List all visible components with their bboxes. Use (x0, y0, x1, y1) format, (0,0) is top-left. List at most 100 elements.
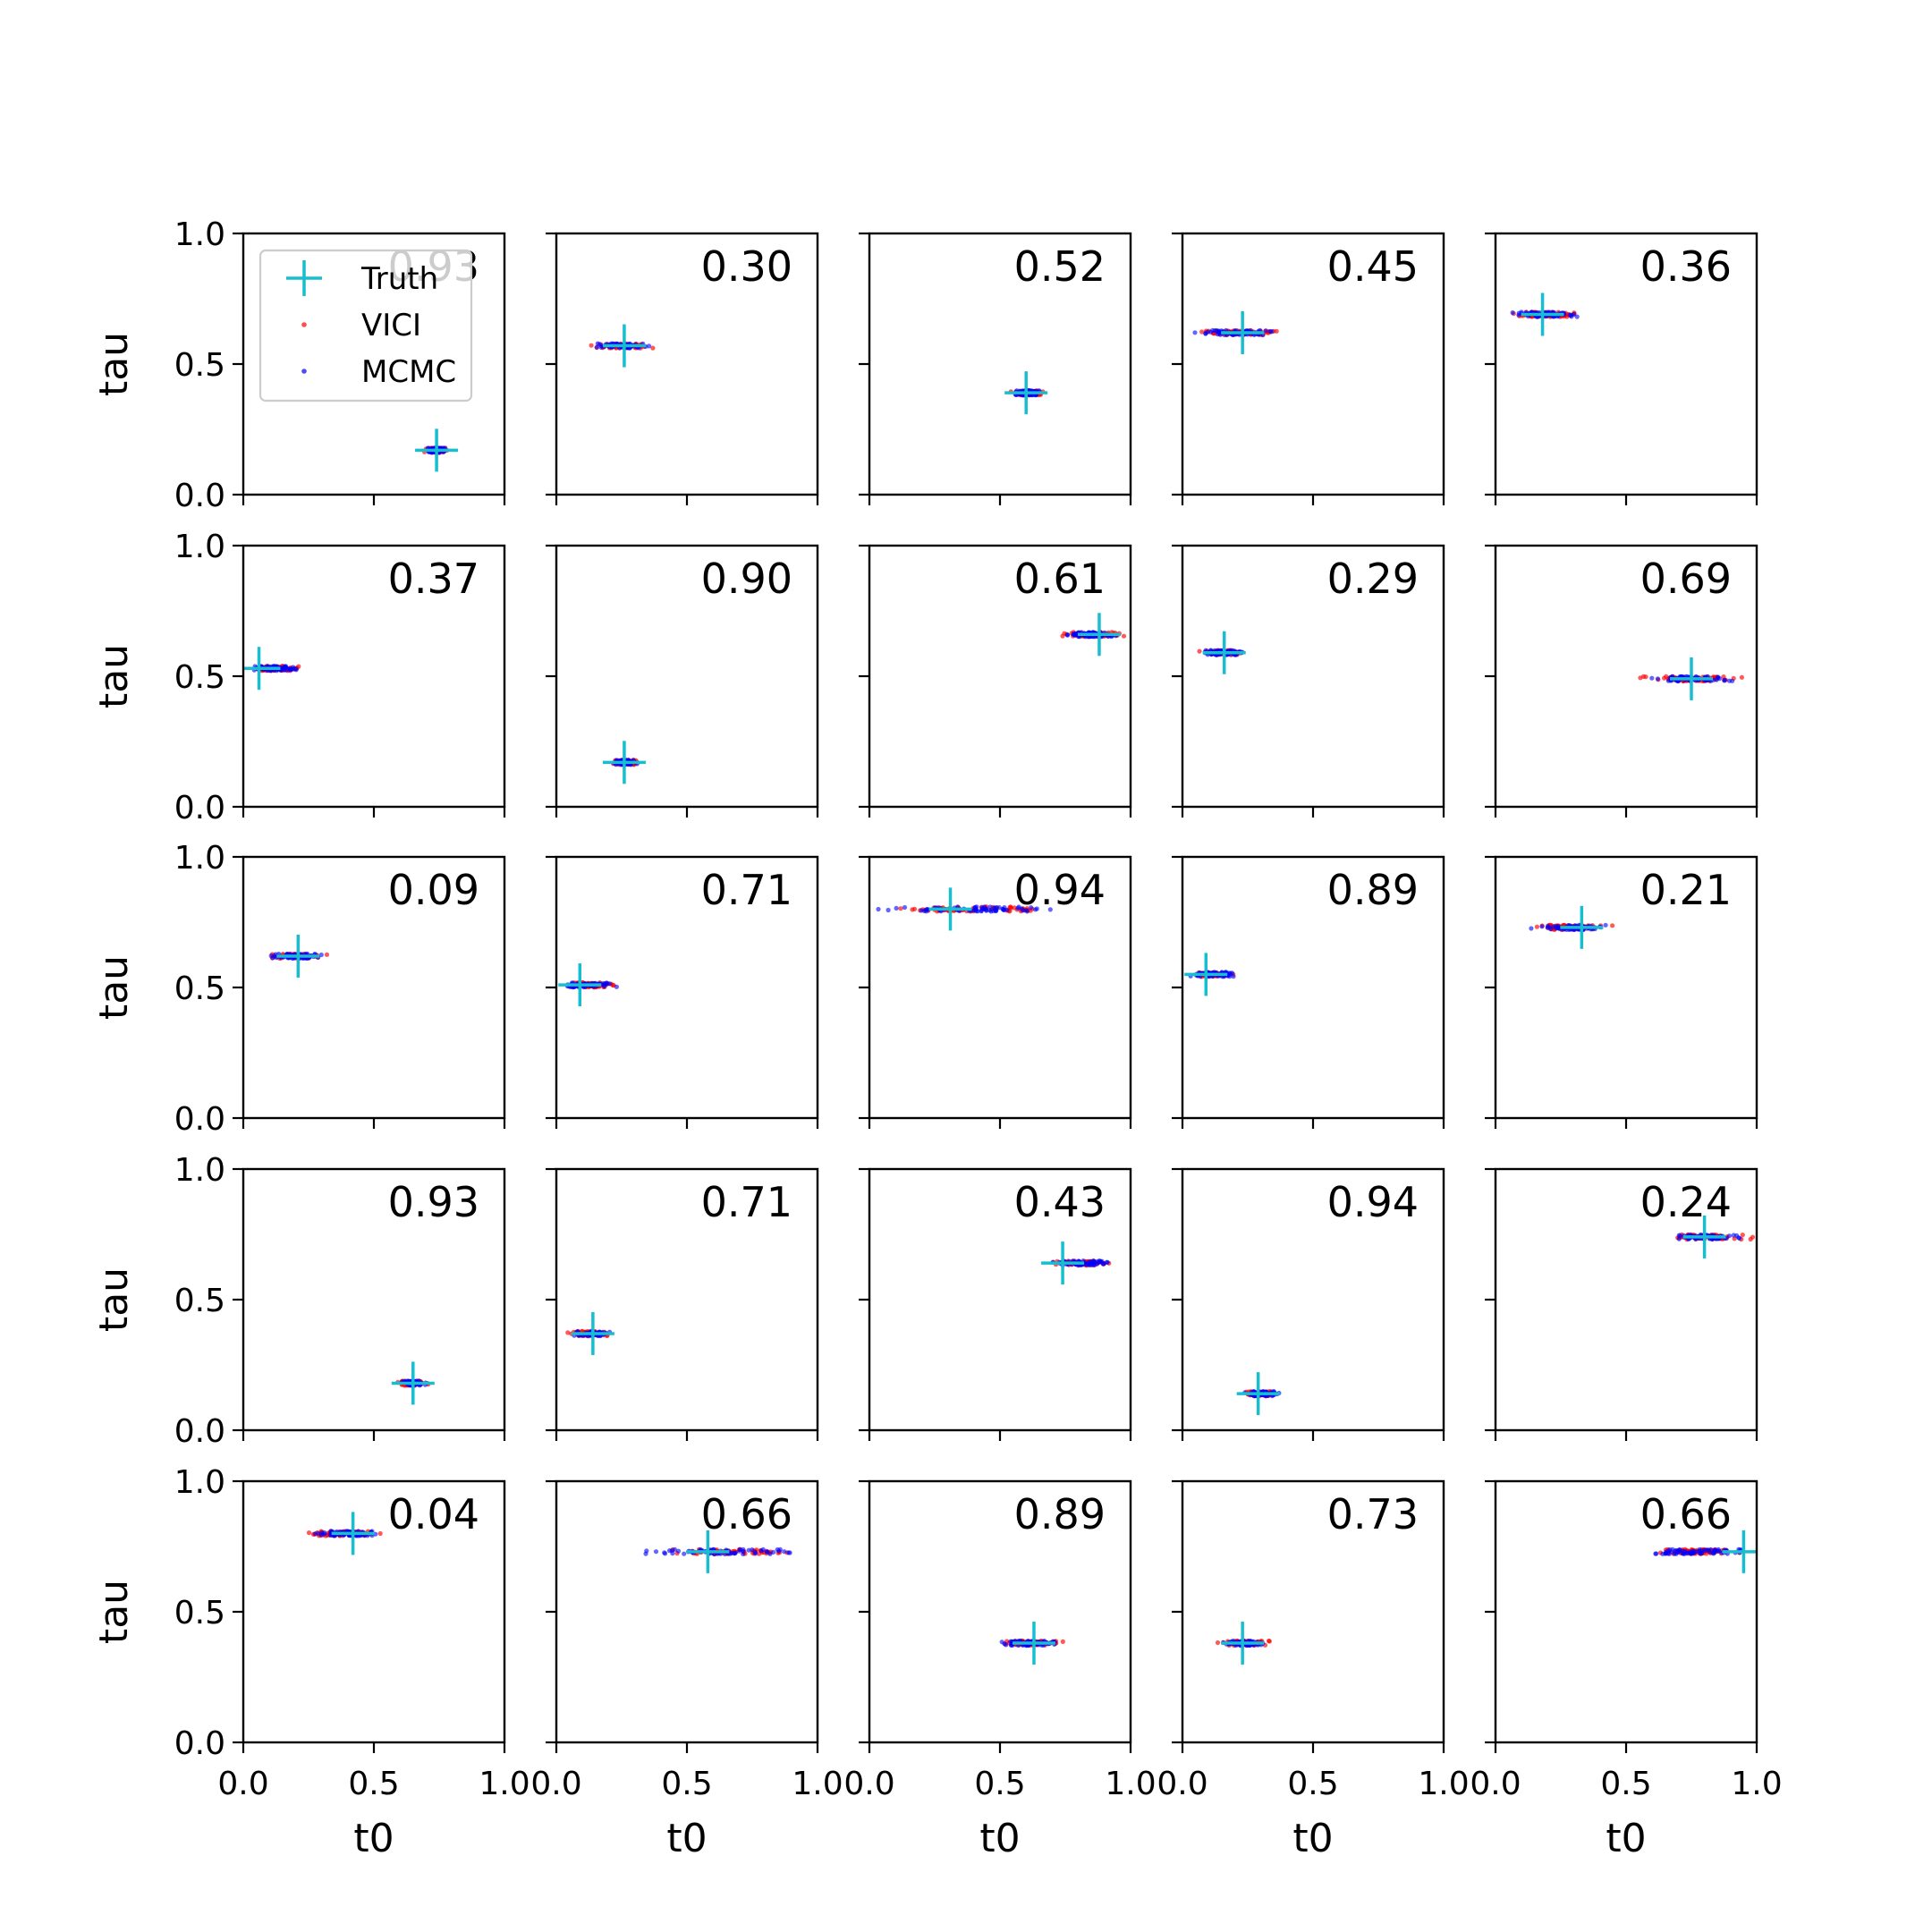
mcmc-sample (1568, 312, 1574, 318)
mcmc-sample (1267, 328, 1273, 335)
plot-area (876, 887, 1053, 931)
score-label: 0.71 (701, 866, 792, 914)
mcmc-sample (737, 1546, 742, 1552)
score-label: 0.04 (388, 1490, 479, 1538)
score-label: 0.89 (1327, 866, 1419, 914)
mcmc-sample (729, 1550, 734, 1555)
x-axis-label: t0 (979, 1816, 1020, 1861)
mcmc-sample (1529, 926, 1534, 931)
panel-25: 0.0 0.5 1.0 t0 0.66 (1470, 1479, 1783, 1861)
panel-23: 0.0 0.5 1.0 t0 0.89 (843, 1479, 1157, 1861)
panel-6: 0.0 0.5 1.0 tau 0.37 (91, 529, 506, 826)
legend-label: VICI (361, 308, 421, 343)
x-tick-label: 1.0 (1731, 1766, 1782, 1802)
vici-sample (306, 1530, 312, 1536)
score-label: 0.37 (388, 555, 479, 603)
plot-area (1041, 1241, 1112, 1285)
mcmc-sample (604, 980, 609, 986)
mcmc-sample (670, 1551, 675, 1556)
vici-sample (1750, 1234, 1756, 1240)
vici-sample (1739, 674, 1744, 680)
x-tick-label: 0.0 (217, 1766, 268, 1802)
y-tick-label: 0.0 (174, 1725, 225, 1762)
mcmc-sample (775, 1546, 780, 1553)
legend: Truth VICI MCMC (258, 249, 473, 402)
x-tick-label: 1.0 (479, 1766, 530, 1802)
panel-15: 0.21 (1485, 855, 1758, 1129)
score-label: 0.71 (701, 1178, 792, 1226)
truth-marker (602, 741, 646, 784)
mcmc-sample (1674, 1551, 1679, 1556)
truth-marker (1682, 1215, 1726, 1258)
panel-18: 0.43 (859, 1167, 1132, 1441)
mcmc-sample (786, 1550, 792, 1555)
mcmc-sample (666, 1548, 673, 1554)
panel-9: 0.29 (1172, 544, 1445, 818)
truth-marker (1236, 1372, 1280, 1416)
score-label: 0.73 (1327, 1490, 1419, 1538)
score-label: 0.93 (388, 1178, 479, 1226)
truth-marker (243, 647, 281, 691)
panel-13: 0.94 (859, 855, 1132, 1129)
x-tick-label: 0.5 (661, 1766, 712, 1802)
mcmc-sample (1722, 677, 1727, 682)
mcmc-sample (782, 1549, 787, 1555)
plot-area (391, 1361, 435, 1405)
mcmc-sample (289, 666, 294, 672)
vici-sample (1060, 1639, 1065, 1644)
mcmc-sample (992, 905, 997, 911)
plot-area (1197, 631, 1246, 674)
legend-entry-vici: VICI (301, 308, 421, 343)
mcmc-sample (1603, 922, 1608, 928)
y-tick-label: 0.5 (174, 659, 225, 696)
mcmc-sample (1203, 331, 1208, 336)
score-label: 0.66 (1640, 1490, 1732, 1538)
mcmc-sample (1000, 906, 1005, 912)
y-tick-label: 0.0 (174, 1101, 225, 1138)
score-label: 0.94 (1327, 1178, 1419, 1226)
mcmc-sample (1105, 1259, 1110, 1265)
plot-area (415, 428, 459, 472)
mcmc-sample (1676, 1236, 1682, 1241)
plot-area (1184, 953, 1236, 996)
plot-area (1529, 905, 1615, 949)
truth-marker (1202, 631, 1246, 674)
legend-entry-mcmc: MCMC (301, 354, 456, 390)
mcmc-sample (1004, 907, 1010, 912)
score-label: 0.52 (1014, 242, 1106, 291)
mcmc-sample (318, 952, 324, 958)
panel-20: 0.24 (1485, 1167, 1758, 1441)
truth-marker (1722, 1530, 1757, 1573)
mcmc-sample (1019, 906, 1024, 911)
truth-marker (1221, 310, 1265, 354)
vici-sample (1534, 924, 1539, 929)
mcmc-sample (1546, 925, 1552, 930)
mcmc-sample (1717, 676, 1723, 682)
mcmc-sample (318, 1532, 324, 1538)
mcmc-sample (919, 908, 924, 913)
score-label: 0.66 (701, 1490, 792, 1538)
vici-sample (589, 343, 594, 348)
x-tick-label: 1.0 (1418, 1766, 1469, 1802)
mcmc-sample (999, 1640, 1004, 1645)
vici-sample (1643, 674, 1648, 680)
panel-2: 0.30 (546, 232, 819, 505)
mcmc-sample (764, 1549, 770, 1555)
truth-marker (1560, 905, 1604, 949)
x-axis-label: t0 (1292, 1816, 1333, 1861)
y-axis-label: tau (91, 1580, 137, 1644)
mcmc-sample (682, 1551, 687, 1556)
x-tick-label: 0.5 (348, 1766, 399, 1802)
truth-marker (1041, 1241, 1085, 1285)
y-tick-label: 1.0 (174, 216, 225, 253)
x-tick-label: 0.5 (1600, 1766, 1651, 1802)
mcmc-sample (1510, 309, 1515, 316)
vici-sample (324, 952, 330, 957)
mcmc-sample (1706, 1547, 1711, 1553)
mcmc-sample (902, 904, 908, 911)
panel-22: 0.0 0.5 1.0 t0 0.66 (530, 1479, 843, 1861)
truth-marker (1670, 657, 1713, 700)
mcmc-sample (675, 1548, 682, 1554)
plot-area (643, 1530, 792, 1573)
mcmc-sample (643, 1551, 648, 1556)
